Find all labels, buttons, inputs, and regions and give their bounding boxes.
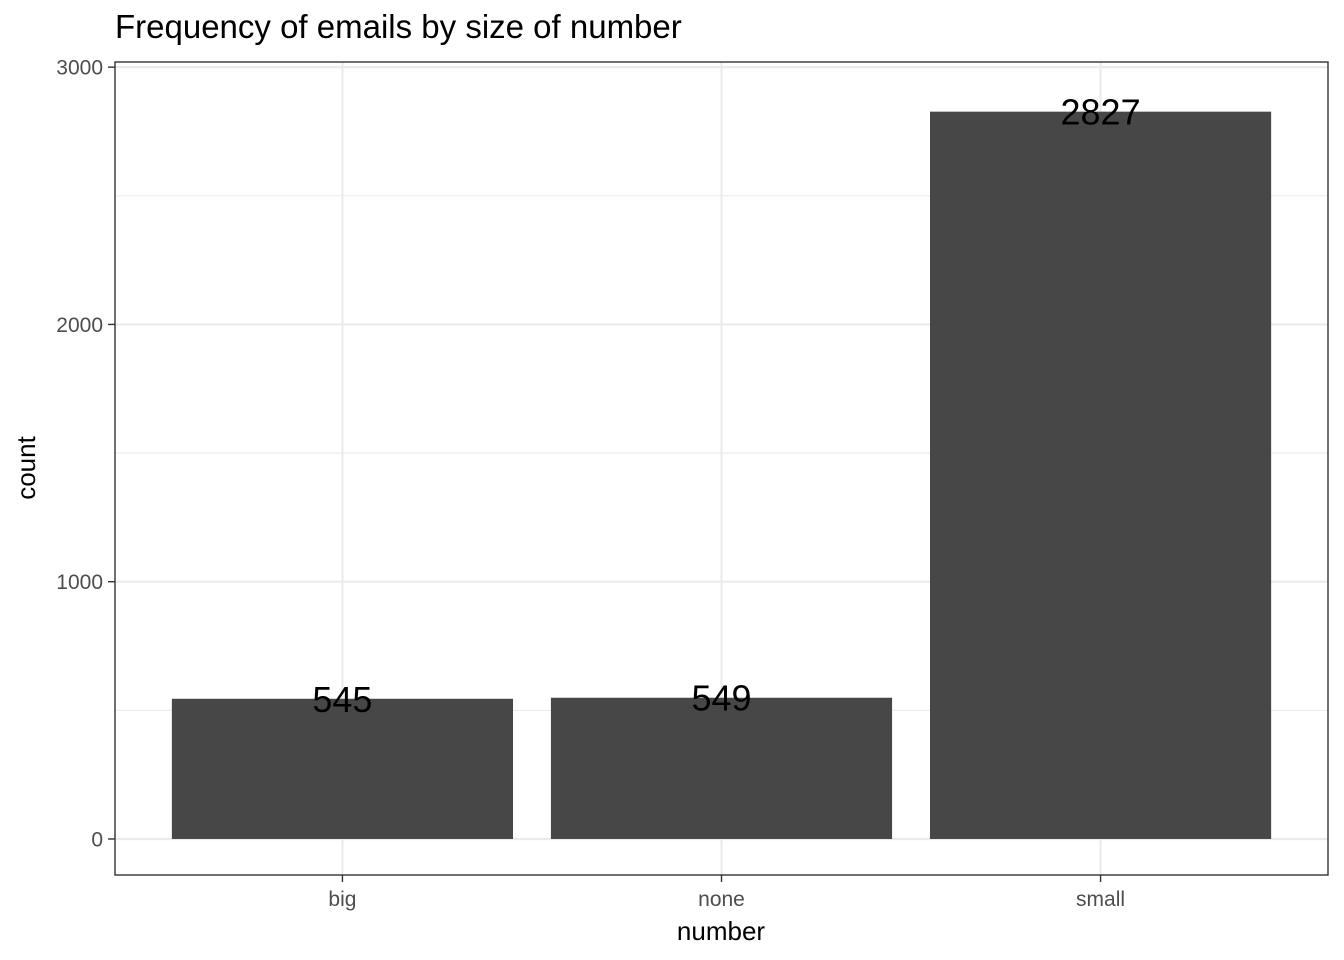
x-tick-label-big: big: [328, 888, 356, 911]
bar-data-labels: 545 549 2827: [312, 92, 1140, 720]
bar-big: [171, 698, 514, 839]
y-tick-label-2: 2000: [56, 314, 103, 337]
y-axis: 0 1000 2000 3000: [56, 57, 115, 851]
data-label-small: 2827: [1061, 92, 1141, 133]
y-axis-title: count: [11, 435, 41, 499]
y-tick-label-3: 3000: [56, 57, 103, 80]
bar-small: [929, 111, 1272, 839]
bars: [171, 111, 1272, 839]
x-tick-label-small: small: [1076, 888, 1125, 911]
x-axis: big none small: [328, 875, 1125, 911]
y-tick-label-0: 0: [91, 828, 103, 851]
data-label-none: 549: [691, 678, 751, 719]
plot-panel: 545 549 2827: [114, 61, 1329, 876]
chart-title: Frequency of emails by size of number: [115, 8, 682, 45]
y-tick-label-1: 1000: [56, 571, 103, 594]
x-axis-title: number: [677, 916, 765, 946]
data-label-big: 545: [312, 679, 372, 720]
bar-none: [550, 697, 893, 839]
x-tick-label-none: none: [698, 888, 745, 911]
